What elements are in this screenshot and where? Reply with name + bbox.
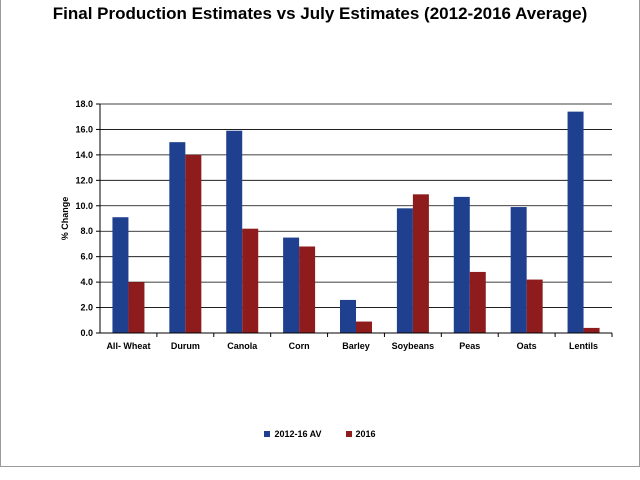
x-tick-label: Corn xyxy=(289,341,310,351)
bar-series-2 xyxy=(128,282,145,333)
bar-series-1 xyxy=(112,217,129,333)
legend-swatch-series-2 xyxy=(345,431,352,437)
bar-series-2 xyxy=(299,246,316,333)
y-tick-label: 10.0 xyxy=(75,201,93,211)
x-tick-label: Oats xyxy=(517,341,537,351)
chart-title: Final Production Estimates vs July Estim… xyxy=(52,4,588,23)
bar-series-2 xyxy=(526,279,543,333)
bar-series-2 xyxy=(469,271,486,333)
bar-series-1 xyxy=(453,196,470,333)
bar-series-2 xyxy=(242,228,259,333)
x-tick-label: Lentils xyxy=(569,341,598,351)
bars xyxy=(112,111,600,333)
legend-swatch-series-1 xyxy=(264,431,271,437)
x-tick-label: All- Wheat xyxy=(106,341,150,351)
x-tick-label: Durum xyxy=(171,341,200,351)
y-tick-label: 2.0 xyxy=(80,303,93,313)
y-tick-label: 14.0 xyxy=(75,150,93,160)
y-tick-label: 6.0 xyxy=(80,252,93,262)
legend: 2012-16 AV 2016 xyxy=(0,429,640,439)
x-tick-label: Barley xyxy=(342,341,370,351)
bar-series-2 xyxy=(185,154,202,333)
y-tick-label: 8.0 xyxy=(80,226,93,236)
y-tick-label: 0.0 xyxy=(80,328,93,338)
legend-label-series-1: 2012-16 AV xyxy=(274,429,322,439)
bar-series-1 xyxy=(396,208,413,333)
x-tick-label: Peas xyxy=(459,341,480,351)
legend-item-series-1: 2012-16 AV xyxy=(264,429,322,439)
bar-series-2 xyxy=(583,327,600,333)
x-tick-labels: All- Wheat Durum Canola Corn Barley Soybeans P… xyxy=(106,333,613,351)
legend-item-series-2: 2016 xyxy=(345,429,376,439)
y-tick-label: 4.0 xyxy=(80,277,93,287)
bar-series-1 xyxy=(226,130,243,333)
bar-series-1 xyxy=(340,299,356,333)
x-tick-label: Soybeans xyxy=(392,341,435,351)
x-tick-label: Canola xyxy=(227,341,258,351)
bar-series-1 xyxy=(169,142,186,333)
y-tick-label: 12.0 xyxy=(75,175,93,185)
bar-series-1 xyxy=(567,111,584,333)
bar-series-2 xyxy=(356,321,372,333)
bar-series-1 xyxy=(510,207,527,333)
y-tick-label: 18.0 xyxy=(75,99,93,109)
bar-series-2 xyxy=(412,194,429,333)
y-tick-labels: 0.0 2.0 4.0 6.0 8.0 10.0 12.0 14.0 16.0 18.0 xyxy=(75,99,100,338)
y-tick-label: 16.0 xyxy=(75,124,93,134)
legend-label-series-2: 2016 xyxy=(355,429,376,439)
bar-series-1 xyxy=(283,237,300,333)
y-axis-label: % Change xyxy=(60,197,70,241)
